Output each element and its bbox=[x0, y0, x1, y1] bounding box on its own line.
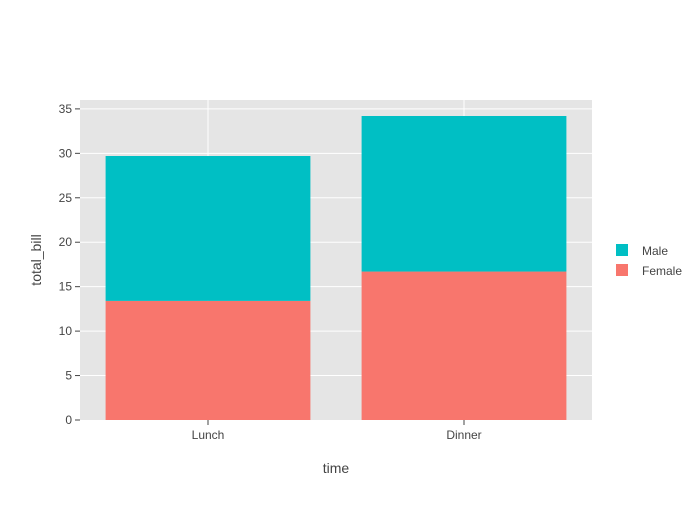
y-tick-label: 30 bbox=[59, 146, 73, 160]
bar-female-dinner[interactable] bbox=[361, 271, 567, 420]
x-tick-label: Dinner bbox=[446, 428, 481, 442]
y-tick-label: 10 bbox=[59, 324, 73, 338]
legend-swatch-female[interactable] bbox=[616, 264, 628, 276]
y-tick-label: 0 bbox=[65, 413, 72, 427]
y-axis-title: total_bill bbox=[28, 234, 44, 285]
bar-female-lunch[interactable] bbox=[105, 300, 311, 420]
legend: Male Female bbox=[616, 244, 682, 278]
legend-label-female[interactable]: Female bbox=[642, 264, 682, 278]
legend-label-male[interactable]: Male bbox=[642, 244, 668, 258]
x-tick-label: Lunch bbox=[192, 428, 225, 442]
legend-swatch-male[interactable] bbox=[616, 244, 628, 256]
y-tick-label: 35 bbox=[59, 102, 73, 116]
y-tick-label: 20 bbox=[59, 235, 73, 249]
x-axis: Lunch Dinner bbox=[192, 420, 482, 442]
bar-male-dinner[interactable] bbox=[361, 116, 567, 272]
y-tick-label: 5 bbox=[65, 369, 72, 383]
x-axis-title: time bbox=[323, 460, 350, 476]
y-tick-label: 15 bbox=[59, 280, 73, 294]
y-tick-label: 25 bbox=[59, 191, 73, 205]
bars bbox=[105, 116, 567, 420]
bar-male-lunch[interactable] bbox=[105, 156, 311, 301]
y-axis: 0 5 10 15 20 25 30 35 bbox=[59, 102, 80, 427]
